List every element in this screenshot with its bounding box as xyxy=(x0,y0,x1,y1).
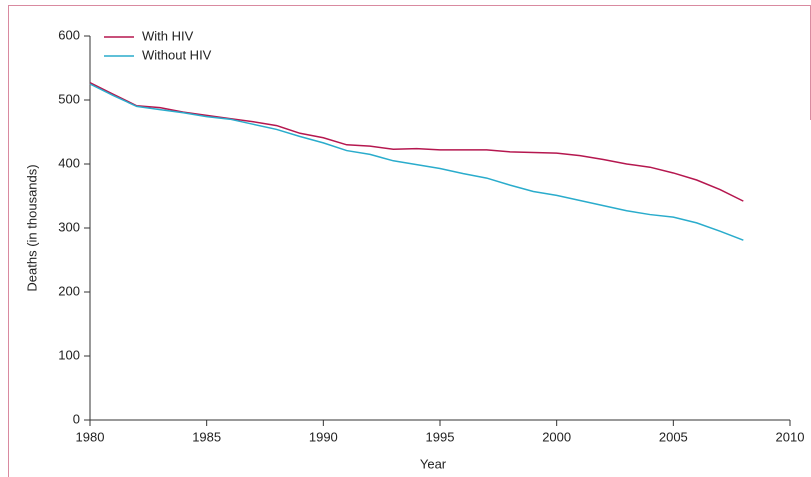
y-tick-label: 400 xyxy=(58,155,80,170)
y-tick-label: 0 xyxy=(73,411,80,426)
line-series xyxy=(89,82,744,202)
x-tick-label: 1995 xyxy=(426,429,455,444)
x-tick-label: 2000 xyxy=(542,429,571,444)
y-axis-label: Deaths (in thousands) xyxy=(24,164,39,291)
y-tick-label: 100 xyxy=(58,347,80,362)
x-tick-label: 2010 xyxy=(776,429,805,444)
legend-label: Without HIV xyxy=(142,47,212,62)
y-tick-label: 200 xyxy=(58,283,80,298)
y-tick-label: 600 xyxy=(58,27,80,42)
frame xyxy=(8,5,811,477)
x-tick-label: 2005 xyxy=(659,429,688,444)
x-tick-label: 1990 xyxy=(309,429,338,444)
legend-label: With HIV xyxy=(142,28,194,43)
x-axis-label: Year xyxy=(420,456,447,471)
line-series xyxy=(89,83,744,241)
x-tick-label: 1985 xyxy=(192,429,221,444)
x-tick-label: 1980 xyxy=(76,429,105,444)
y-tick-label: 300 xyxy=(58,219,80,234)
y-tick-label: 500 xyxy=(58,91,80,106)
